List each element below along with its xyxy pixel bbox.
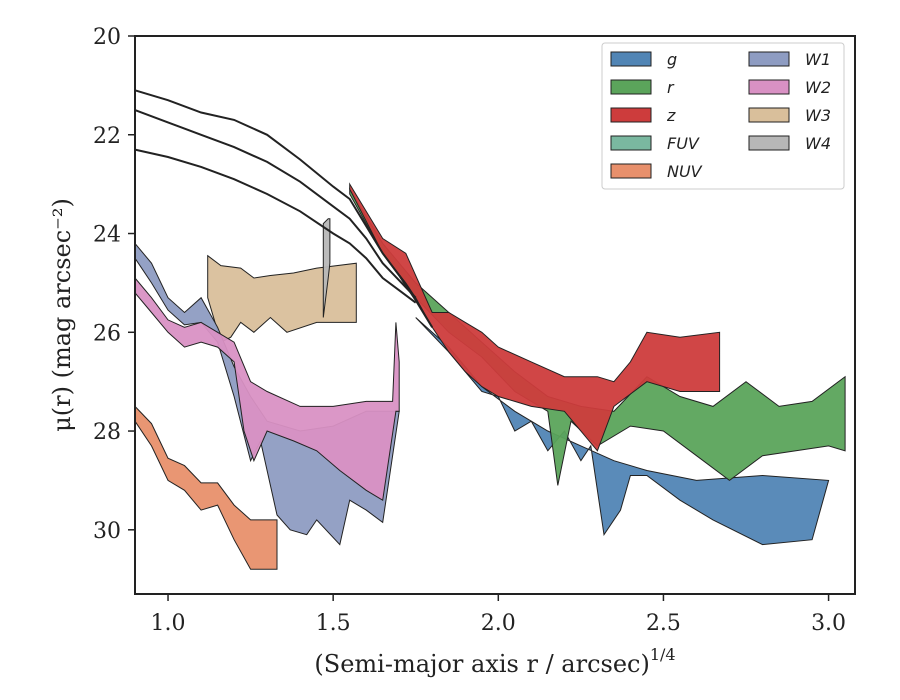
legend-label-w3: W3	[805, 106, 831, 125]
legend-swatch-fuv	[610, 135, 652, 151]
series-area-nuv	[134, 405, 278, 570]
line-z-profile	[134, 89, 434, 328]
legend-swatch-nuv	[610, 163, 652, 179]
x-axis-label: (Semi-major axis r / arcsec)1/4	[314, 645, 675, 678]
x-tick-label: 1.0	[151, 611, 186, 636]
y-tick-label: 28	[93, 420, 121, 445]
y-tick-label: 22	[93, 124, 121, 149]
plot-frame	[134, 35, 856, 595]
x-tick-label: 2.0	[481, 611, 516, 636]
series-area-w4	[322, 218, 331, 318]
legend-label-w1: W1	[805, 50, 831, 69]
series-area-w2	[134, 276, 400, 502]
x-axis-ticks: 1.0 1.5 2.0 2.5 3.0	[151, 594, 846, 636]
x-tick-label: 2.5	[646, 611, 681, 636]
y-axis-ticks: 20 22 24 26 28 30	[93, 25, 135, 544]
series-area-z	[349, 182, 721, 452]
legend-swatch-w2	[748, 79, 790, 95]
y-axis-label: μ(r) (mag arcsec⁻²)	[48, 198, 76, 432]
profile-areas	[134, 182, 846, 570]
legend-swatch-w1	[748, 51, 790, 67]
legend-label-nuv: NUV	[667, 162, 703, 181]
legend-label-g: g	[667, 50, 677, 69]
legend-label-r: r	[667, 78, 675, 97]
series-area-g	[415, 317, 830, 546]
y-tick-label: 30	[93, 519, 121, 544]
legend: grz FUV NUV W1 W2 W3 W4	[601, 42, 845, 190]
legend-swatch-w3	[748, 107, 790, 123]
y-tick-label: 24	[93, 223, 121, 248]
legend-swatch-g	[610, 51, 652, 67]
profile-lines	[134, 89, 434, 328]
legend-swatch-z	[610, 107, 652, 123]
legend-swatch-w4	[748, 135, 790, 151]
line-g-profile	[134, 148, 417, 304]
line-r-profile	[134, 109, 417, 299]
legend-label-w4: W4	[805, 134, 831, 153]
series-area-w3	[207, 254, 357, 343]
legend-swatch-r	[610, 79, 652, 95]
legend-label-w2: W2	[805, 78, 831, 97]
y-tick-label: 26	[93, 321, 121, 346]
legend-label-fuv: FUV	[667, 134, 700, 153]
x-tick-label: 3.0	[811, 611, 846, 636]
x-tick-label: 1.5	[316, 611, 351, 636]
y-tick-label: 20	[93, 25, 121, 50]
legend-label-z: z	[666, 106, 676, 125]
